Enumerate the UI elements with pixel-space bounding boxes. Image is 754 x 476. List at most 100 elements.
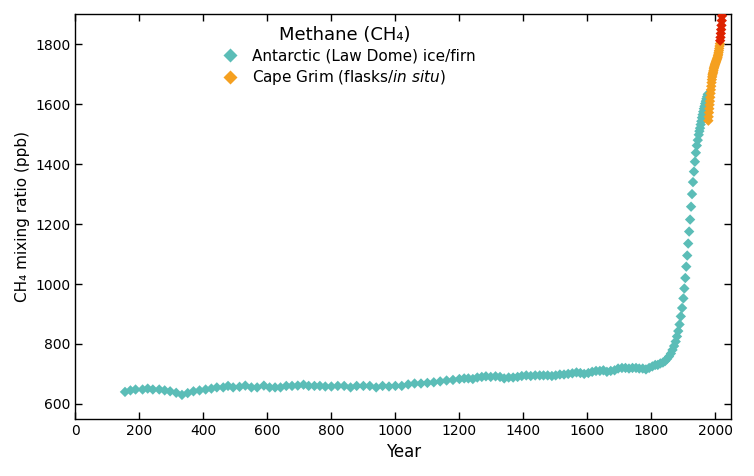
Point xyxy=(688,168,700,176)
Point xyxy=(715,26,727,33)
Point xyxy=(286,382,298,390)
Point xyxy=(302,382,314,390)
Point xyxy=(703,105,716,112)
Point xyxy=(694,128,706,135)
Point xyxy=(546,372,558,380)
Point xyxy=(314,382,326,390)
Point xyxy=(485,373,497,381)
Point xyxy=(363,382,375,390)
Point xyxy=(630,364,642,372)
Point xyxy=(434,377,446,385)
Point xyxy=(708,64,720,71)
Point xyxy=(338,382,350,390)
Point xyxy=(239,382,251,389)
Point xyxy=(694,124,706,132)
Point xyxy=(706,79,718,87)
Point xyxy=(701,93,713,100)
Point xyxy=(711,55,723,63)
Point xyxy=(620,364,632,372)
Point xyxy=(698,102,710,110)
Point xyxy=(696,114,708,121)
Point xyxy=(582,369,594,377)
Point xyxy=(706,69,719,77)
Point xyxy=(550,372,562,379)
Point xyxy=(590,367,602,375)
Point xyxy=(709,60,721,68)
Point xyxy=(667,346,679,354)
Point xyxy=(698,105,710,112)
Point xyxy=(503,374,515,381)
Point xyxy=(710,60,722,67)
Point xyxy=(534,372,546,379)
Point xyxy=(710,56,722,64)
Point xyxy=(668,342,680,350)
Point xyxy=(691,142,703,149)
Point xyxy=(467,375,479,383)
Point xyxy=(712,53,724,61)
Point xyxy=(706,71,719,79)
Point xyxy=(376,382,388,390)
Point xyxy=(686,190,698,198)
Point xyxy=(251,384,263,391)
Point xyxy=(170,389,182,397)
Point xyxy=(571,368,583,376)
Point xyxy=(640,366,652,373)
Point xyxy=(670,338,682,346)
Point xyxy=(280,382,293,390)
Point xyxy=(679,285,691,292)
Point xyxy=(409,380,421,387)
Point xyxy=(575,369,587,377)
Point xyxy=(396,382,408,390)
Point xyxy=(471,374,483,381)
Point xyxy=(689,158,701,166)
Point xyxy=(298,381,310,388)
Point xyxy=(685,203,697,210)
Point xyxy=(706,73,719,81)
Point xyxy=(494,373,506,381)
Point xyxy=(711,54,723,62)
Point xyxy=(704,93,716,101)
Point xyxy=(710,57,722,65)
Point xyxy=(489,373,501,380)
Point xyxy=(649,361,661,369)
Point xyxy=(245,384,257,391)
Y-axis label: CH₄ mixing ratio (ppb): CH₄ mixing ratio (ppb) xyxy=(15,131,29,302)
Point xyxy=(682,240,694,248)
Point xyxy=(345,384,357,391)
Point xyxy=(476,373,488,381)
Point xyxy=(646,363,658,370)
Point xyxy=(597,367,609,374)
Point xyxy=(714,40,726,48)
Point xyxy=(694,121,706,129)
Point xyxy=(164,387,176,395)
Point xyxy=(217,384,229,391)
Point xyxy=(326,383,338,390)
Point xyxy=(690,149,702,157)
Point xyxy=(525,372,537,380)
Point xyxy=(227,384,239,391)
Point xyxy=(703,113,715,120)
Point xyxy=(675,313,687,320)
Point xyxy=(633,365,645,372)
Point xyxy=(332,382,344,390)
X-axis label: Year: Year xyxy=(386,443,421,461)
Point xyxy=(507,374,520,381)
Point xyxy=(458,375,470,382)
Point xyxy=(447,376,459,384)
Point xyxy=(541,372,553,379)
Point xyxy=(716,17,728,24)
Point xyxy=(659,357,671,365)
Point xyxy=(608,367,621,374)
Point xyxy=(402,381,414,388)
Point xyxy=(274,384,287,391)
Point xyxy=(258,382,270,389)
Point xyxy=(480,373,492,380)
Point xyxy=(683,228,695,235)
Point xyxy=(691,136,703,144)
Point xyxy=(673,321,685,328)
Point xyxy=(421,379,434,387)
Point xyxy=(709,63,721,70)
Point xyxy=(704,98,716,105)
Point xyxy=(498,375,510,382)
Point xyxy=(370,384,382,391)
